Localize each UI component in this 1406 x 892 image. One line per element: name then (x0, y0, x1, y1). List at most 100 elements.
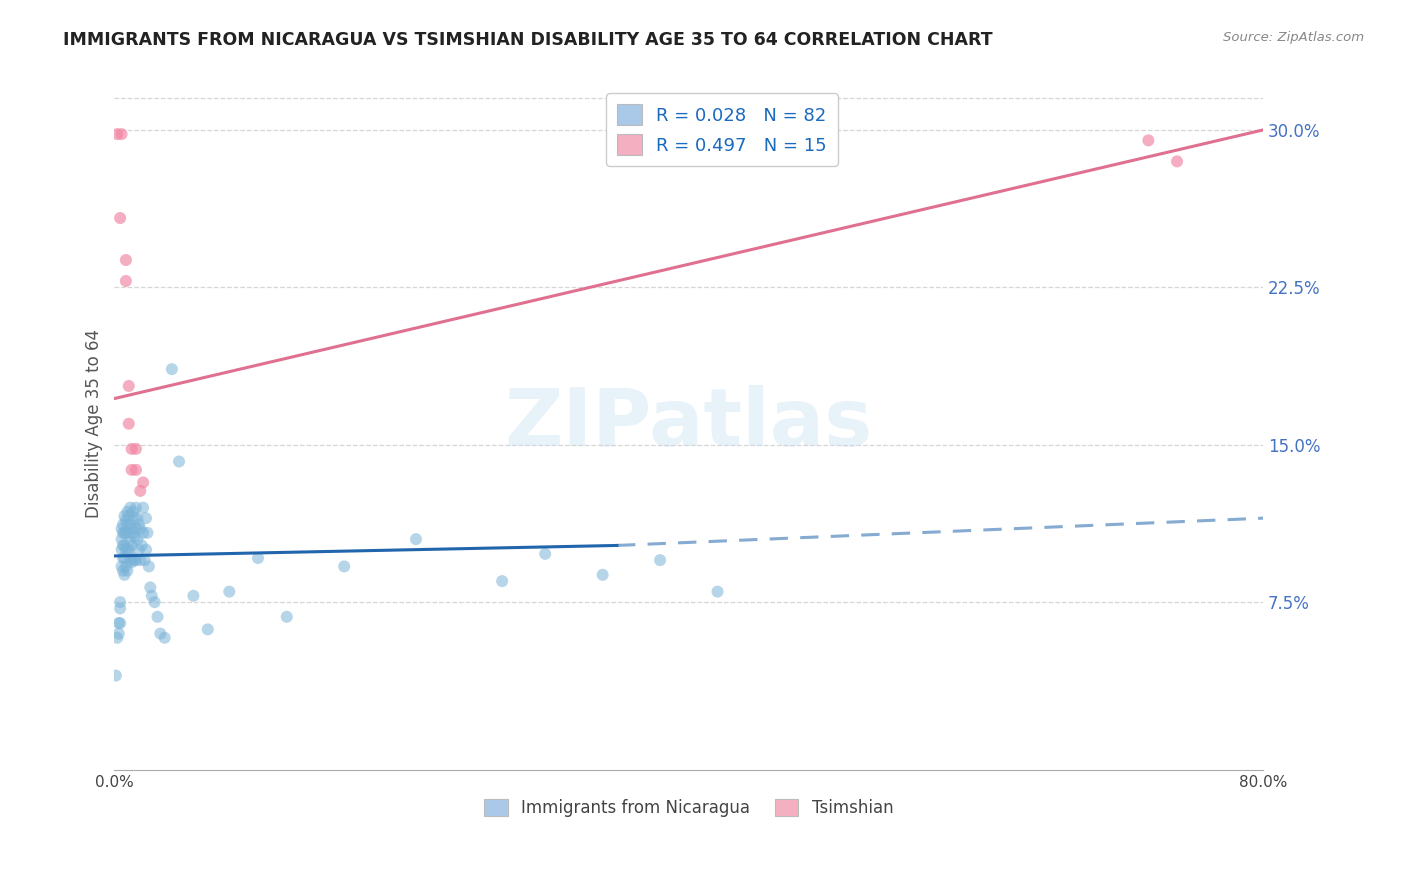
Point (129, 522, 152, 536)
Point (405, 532, 427, 546)
Point (115, 525, 138, 540)
Point (115, 559, 138, 574)
Point (124, 530, 146, 544)
Point (135, 542, 157, 557)
Point (122, 505, 145, 519)
Point (138, 559, 160, 574)
Point (491, 574, 513, 588)
Point (110, 559, 132, 574)
Point (118, 417, 141, 431)
Point (1166, 154, 1188, 169)
Point (197, 623, 219, 637)
Point (135, 511, 157, 525)
Point (114, 538, 136, 552)
Point (115, 542, 138, 557)
Point (128, 542, 150, 557)
Point (120, 534, 142, 549)
Point (115, 253, 138, 268)
Point (105, 127, 128, 141)
Point (160, 362, 183, 376)
Point (114, 551, 136, 566)
Point (117, 505, 139, 519)
Point (132, 475, 155, 490)
Point (114, 509, 136, 524)
Point (108, 601, 131, 615)
Point (124, 511, 146, 525)
Point (105, 631, 128, 645)
Point (118, 509, 141, 524)
Point (114, 525, 136, 540)
Point (122, 525, 145, 540)
Point (121, 555, 143, 569)
Point (134, 553, 156, 567)
Point (146, 609, 169, 624)
Point (114, 567, 136, 582)
Point (108, 616, 131, 631)
Point (153, 631, 176, 645)
Point (107, 616, 129, 631)
Text: ZIPatlas: ZIPatlas (505, 384, 873, 463)
Point (129, 553, 152, 567)
Point (132, 500, 155, 515)
Point (108, 211, 131, 225)
Point (132, 525, 155, 540)
Point (122, 551, 145, 566)
Point (110, 542, 132, 557)
Point (112, 538, 135, 552)
Point (108, 595, 131, 609)
Point (706, 584, 728, 599)
Point (110, 522, 132, 536)
Point (125, 553, 148, 567)
Point (107, 626, 129, 640)
Point (117, 517, 139, 532)
Point (167, 454, 190, 468)
Point (136, 525, 159, 540)
Point (110, 532, 132, 546)
Point (121, 442, 143, 456)
Point (127, 532, 149, 546)
Point (183, 589, 205, 603)
Point (120, 553, 142, 567)
Point (120, 500, 142, 515)
Point (120, 517, 142, 532)
Point (1137, 133, 1160, 147)
Point (118, 525, 141, 540)
Point (121, 463, 143, 477)
Point (592, 567, 614, 582)
Point (218, 584, 240, 599)
Point (333, 559, 356, 574)
Point (112, 551, 135, 566)
Point (131, 538, 153, 552)
Point (124, 553, 146, 567)
Point (125, 522, 148, 536)
Point (127, 511, 149, 525)
Point (143, 595, 166, 609)
Point (110, 127, 132, 141)
Point (247, 551, 270, 566)
Point (118, 542, 141, 557)
Point (121, 522, 143, 536)
Point (117, 542, 139, 557)
Point (115, 513, 138, 527)
Point (112, 525, 135, 540)
Point (121, 538, 143, 552)
Point (125, 442, 148, 456)
Point (112, 517, 135, 532)
Point (118, 379, 141, 393)
Point (117, 564, 139, 578)
Point (276, 609, 298, 624)
Point (139, 581, 162, 595)
Point (648, 553, 671, 567)
Text: IMMIGRANTS FROM NICARAGUA VS TSIMSHIAN DISABILITY AGE 35 TO 64 CORRELATION CHART: IMMIGRANTS FROM NICARAGUA VS TSIMSHIAN D… (63, 31, 993, 49)
Point (125, 500, 148, 515)
Point (129, 483, 152, 498)
Point (112, 564, 135, 578)
Point (115, 274, 138, 288)
Y-axis label: Disability Age 35 to 64: Disability Age 35 to 64 (86, 329, 103, 518)
Point (128, 517, 150, 532)
Point (125, 463, 148, 477)
Text: Source: ZipAtlas.com: Source: ZipAtlas.com (1223, 31, 1364, 45)
Point (104, 668, 127, 682)
Legend: Immigrants from Nicaragua, Tsimshian: Immigrants from Nicaragua, Tsimshian (478, 792, 900, 824)
Point (534, 547, 557, 561)
